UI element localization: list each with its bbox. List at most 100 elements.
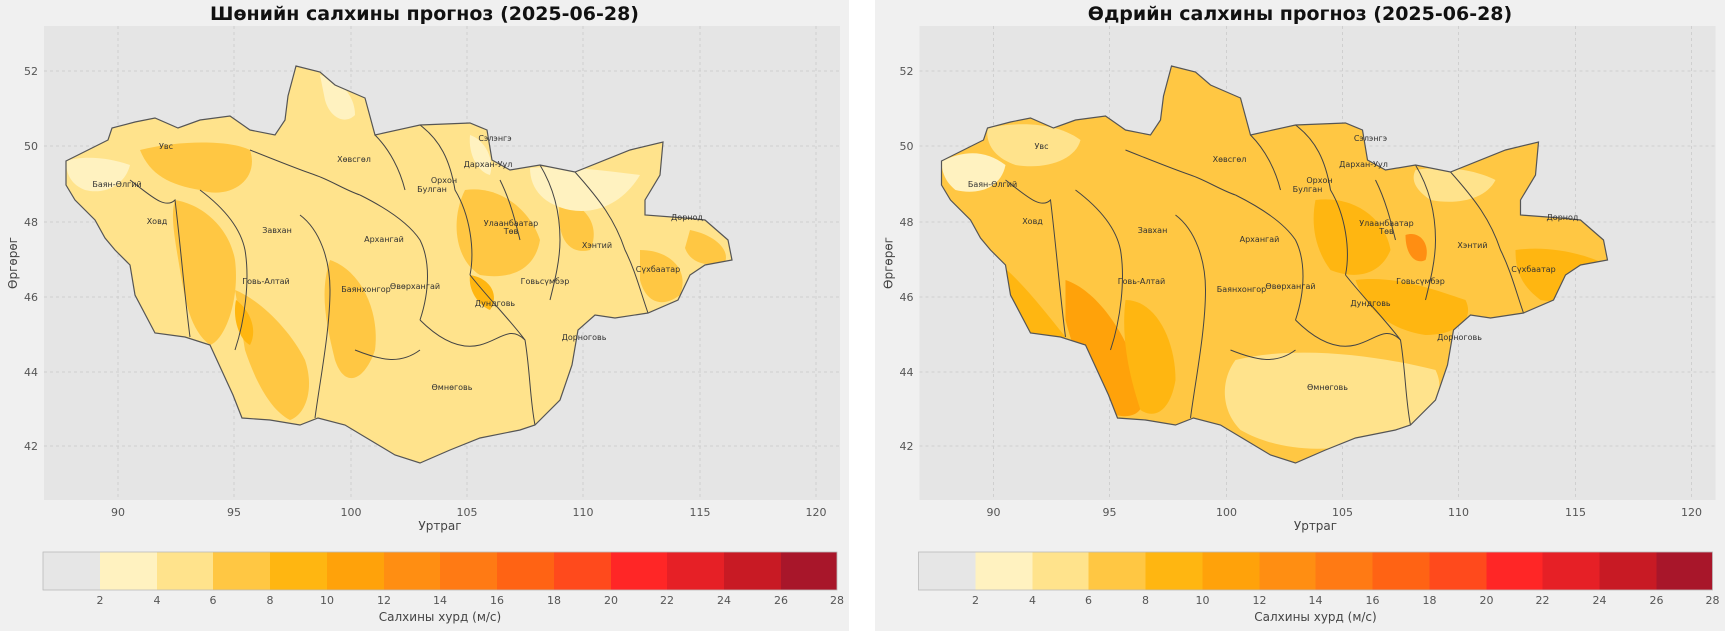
region-labels: Увс Баян-Өлгий Ховд Завхан Хөвсгөл Сэлэн…: [968, 134, 1579, 392]
x-tick: 105: [1332, 506, 1353, 519]
region-label-khentii: Хэнтий: [582, 241, 612, 250]
day-map-svg: Увс Баян-Өлгий Ховд Завхан Хөвсгөл Сэлэн…: [882, 26, 1720, 624]
colorbar-tick: 18: [1423, 594, 1437, 607]
colorbar-tick: 16: [490, 594, 504, 607]
region-label-darkhan-uul: Дархан-Уул: [1339, 160, 1388, 169]
region-label-bayan-ulgii: Баян-Өлгий: [968, 180, 1017, 189]
region-label-tuv: Төв: [1378, 227, 1394, 236]
region-label-dornogovi: Дорноговь: [1437, 333, 1482, 342]
x-tick: 110: [573, 506, 594, 519]
colorbar-label: Салхины хурд (м/с): [379, 610, 501, 624]
colorbar-tick: 16: [1366, 594, 1380, 607]
region-label-khuvsgul: Хөвсгөл: [1213, 155, 1247, 164]
colorbar-tick: 24: [1593, 594, 1607, 607]
colorbar-tick: 14: [433, 594, 447, 607]
y-tick: 42: [24, 440, 38, 453]
day-wind-panel: Увс Баян-Өлгий Ховд Завхан Хөвсгөл Сэлэн…: [875, 0, 1725, 631]
y-tick: 48: [24, 216, 38, 229]
y-tick: 44: [900, 366, 914, 379]
region-label-arkhangai: Архангай: [1240, 235, 1280, 244]
night-wind-panel: Шөнийн салхины прогноз (2025-06-28): [0, 0, 849, 631]
colorbar-ticks: 2 4 6 8 10 12 14 16 18 20 22 24 26 28: [972, 594, 1720, 607]
region-label-khentii: Хэнтий: [1457, 241, 1487, 250]
x-tick: 95: [1103, 506, 1117, 519]
colorbar-tick: 22: [660, 594, 674, 607]
region-label-umnugovi: Өмнөговь: [432, 383, 473, 392]
region-label-bayankhongor: Баянхонгор: [1217, 285, 1266, 294]
colorbar-tick: 6: [210, 594, 217, 607]
region-label-uvs: Увс: [159, 142, 173, 151]
y-tick: 52: [900, 65, 914, 78]
colorbar-tick: 4: [1029, 594, 1036, 607]
province-boundaries: [129, 124, 649, 426]
region-label-dornod: Дорнод: [1547, 213, 1579, 222]
colorbar-tick: 2: [972, 594, 979, 607]
colorbar-tick: 8: [1142, 594, 1149, 607]
region-label-orkhon: Орхон: [1306, 176, 1332, 185]
colorbar-tick: 14: [1309, 594, 1323, 607]
colorbar-tick: 28: [1706, 594, 1720, 607]
region-label-selenge: Сэлэнгэ: [1354, 134, 1387, 143]
colorbar-tick: 12: [1253, 594, 1267, 607]
colorbar-tick: 10: [1196, 594, 1210, 607]
region-label-uvurkhangai: Өвөрхангай: [390, 282, 440, 291]
y-tick: 42: [900, 440, 914, 453]
night-map-svg: Увс Баян-Өлгий Ховд Завхан Хөвсгөл Сэлэн…: [6, 26, 844, 624]
x-axis-label: Уртраг: [418, 519, 461, 533]
colorbar-tick: 10: [320, 594, 334, 607]
x-tick: 120: [806, 506, 827, 519]
colorbar-tick: 18: [547, 594, 561, 607]
y-tick: 52: [24, 65, 38, 78]
colorbar-tick: 28: [830, 594, 844, 607]
region-label-zavkhan: Завхан: [1138, 226, 1168, 235]
x-tick: 105: [457, 506, 478, 519]
colorbar-tick: 20: [1480, 594, 1494, 607]
colorbar: [918, 551, 1713, 591]
province-boundaries: [1005, 124, 1524, 426]
region-label-selenge: Сэлэнгэ: [478, 134, 511, 143]
y-ticks: 42 44 46 48 50 52: [900, 65, 914, 453]
x-tick: 100: [341, 506, 362, 519]
x-tick: 115: [1565, 506, 1586, 519]
region-label-arkhangai: Архангай: [364, 235, 404, 244]
y-axis-label: Өргөрөг: [882, 237, 896, 289]
region-label-darkhan-uul: Дархан-Уул: [464, 160, 513, 169]
y-tick: 46: [900, 291, 914, 304]
region-label-umnugovi: Өмнөговь: [1307, 383, 1348, 392]
colorbar-tick: 12: [377, 594, 391, 607]
x-tick: 90: [111, 506, 125, 519]
x-axis-label: Уртраг: [1294, 519, 1337, 533]
region-label-khovd: Ховд: [1022, 217, 1043, 226]
region-label-bulgan: Булган: [1293, 185, 1323, 194]
colorbar-tick: 24: [717, 594, 731, 607]
y-tick: 50: [24, 140, 38, 153]
y-ticks: 42 44 46 48 50 52: [24, 65, 38, 453]
region-label-sukhbaatar: Сүхбаатар: [636, 265, 680, 274]
region-label-govi-altai: Говь-Алтай: [1118, 277, 1165, 286]
region-label-ulaanbaatar: Улаанбаатар: [484, 219, 538, 228]
colorbar-tick: 8: [267, 594, 274, 607]
region-label-uvs: Увс: [1035, 142, 1049, 151]
region-label-bayan-ulgii: Баян-Өлгий: [92, 180, 141, 189]
region-label-bulgan: Булган: [417, 185, 447, 194]
colorbar-tick: 26: [1650, 594, 1664, 607]
x-tick: 120: [1681, 506, 1702, 519]
y-tick: 46: [24, 291, 38, 304]
y-tick: 50: [900, 140, 914, 153]
x-tick: 115: [690, 506, 711, 519]
colorbar-label: Салхины хурд (м/с): [1254, 610, 1376, 624]
region-label-tuv: Төв: [503, 227, 519, 236]
region-label-dornogovi: Дорноговь: [562, 333, 607, 342]
region-label-khuvsgul: Хөвсгөл: [337, 155, 371, 164]
panel-title: Өдрийн салхины прогноз (2025-06-28): [1087, 3, 1513, 25]
x-tick: 95: [227, 506, 241, 519]
panel-title: Шөнийн салхины прогноз (2025-06-28): [210, 3, 639, 25]
colorbar-tick: 20: [604, 594, 618, 607]
colorbar: [42, 551, 838, 591]
colorbar-tick: 2: [97, 594, 104, 607]
region-label-govisumber: Говьсүмбэр: [1396, 277, 1445, 286]
region-label-bayankhongor: Баянхонгор: [341, 285, 390, 294]
region-label-khovd: Ховд: [147, 217, 168, 226]
region-label-dornod: Дорнод: [671, 213, 703, 222]
region-label-uvurkhangai: Өвөрхангай: [1265, 282, 1315, 291]
